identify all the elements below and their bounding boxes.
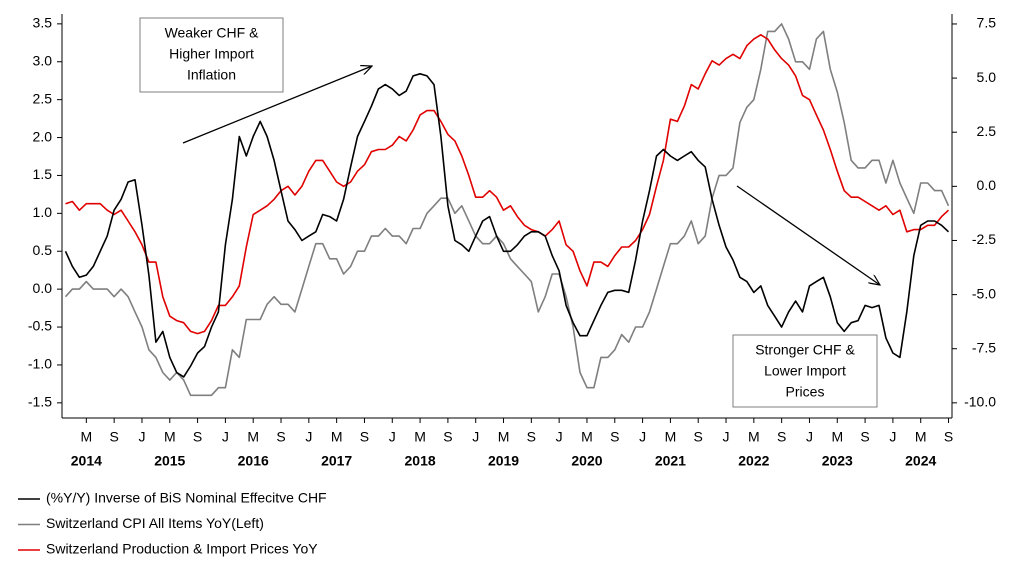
y-tick-label: 0.5	[33, 242, 53, 258]
x-tick-label: J	[305, 429, 312, 445]
y2-tick-label: -5.0	[972, 285, 996, 301]
x-tick-label: M	[581, 429, 593, 445]
x-tick-label: M	[247, 429, 259, 445]
x-group-label: 2017	[321, 453, 352, 469]
x-tick-label: J	[472, 429, 479, 445]
x-tick-label: S	[944, 429, 953, 445]
legend-label: Switzerland Production & Import Prices Y…	[46, 541, 318, 557]
series-line	[65, 34, 950, 335]
x-tick-label: S	[109, 429, 118, 445]
y-tick-label: 2.0	[33, 128, 53, 144]
x-tick-label: J	[556, 429, 563, 445]
x-group-label: 2015	[154, 453, 185, 469]
x-tick-label: S	[443, 429, 452, 445]
y2-tick-label: 2.5	[977, 123, 997, 139]
annotation-text: Higher Import	[169, 46, 254, 62]
x-group-label: 2018	[405, 453, 436, 469]
annotation-text: Prices	[786, 384, 825, 400]
y2-tick-label: 0.0	[977, 177, 997, 193]
annotation-text: Lower Import	[764, 363, 846, 379]
series-line	[64, 73, 950, 378]
x-tick-label: M	[665, 429, 677, 445]
legend-label: Switzerland CPI All Items YoY(Left)	[46, 515, 264, 531]
x-tick-label: M	[831, 429, 843, 445]
x-tick-label: M	[414, 429, 426, 445]
x-tick-label: S	[610, 429, 619, 445]
x-tick-label: M	[331, 429, 343, 445]
y-tick-label: 0.0	[33, 280, 53, 296]
y-tick-label: -0.5	[28, 318, 52, 334]
x-tick-label: J	[138, 429, 145, 445]
y-tick-label: -1.5	[28, 394, 52, 410]
x-tick-label: J	[639, 429, 646, 445]
x-tick-label: M	[81, 429, 93, 445]
x-tick-label: S	[527, 429, 536, 445]
annotation-text: Weaker CHF &	[165, 25, 260, 41]
x-tick-label: M	[164, 429, 176, 445]
x-tick-label: J	[389, 429, 396, 445]
annotation-box	[139, 17, 284, 93]
x-group-label: 2020	[571, 453, 602, 469]
x-group-label: 2022	[738, 453, 769, 469]
annotation-text: Stronger CHF &	[755, 342, 855, 358]
x-tick-label: S	[694, 429, 703, 445]
x-tick-label: M	[498, 429, 510, 445]
y-tick-label: 3.0	[33, 52, 53, 68]
y2-tick-label: 5.0	[977, 69, 997, 85]
x-tick-label: M	[748, 429, 760, 445]
x-tick-label: S	[860, 429, 869, 445]
x-tick-label: M	[915, 429, 927, 445]
annotation-arrow	[182, 66, 372, 144]
x-tick-label: J	[889, 429, 896, 445]
x-group-label: 2016	[238, 453, 269, 469]
x-tick-label: S	[777, 429, 786, 445]
annotation-text: Inflation	[187, 67, 236, 83]
x-tick-label: S	[276, 429, 285, 445]
y-tick-label: 2.5	[33, 90, 53, 106]
x-group-label: 2019	[488, 453, 519, 469]
y-tick-label: 3.5	[33, 15, 53, 31]
y2-tick-label: -10.0	[964, 394, 996, 410]
x-group-label: 2021	[655, 453, 686, 469]
x-group-label: 2024	[905, 453, 936, 469]
y-tick-label: 1.0	[33, 204, 53, 220]
x-tick-label: J	[723, 429, 730, 445]
x-tick-label: J	[222, 429, 229, 445]
x-group-label: 2023	[822, 453, 853, 469]
x-group-label: 2014	[71, 453, 102, 469]
annotation-arrow	[736, 185, 880, 285]
y2-tick-label: -7.5	[972, 339, 996, 355]
legend-label: (%Y/Y) Inverse of BiS Nominal Effecitve …	[46, 490, 327, 506]
y-tick-label: -1.0	[28, 356, 52, 372]
y2-tick-label: -2.5	[972, 231, 996, 247]
x-tick-label: J	[806, 429, 813, 445]
y-tick-label: 1.5	[33, 166, 53, 182]
annotation-box	[732, 334, 878, 408]
y2-tick-label: 7.5	[977, 15, 997, 31]
x-tick-label: S	[193, 429, 202, 445]
x-tick-label: S	[360, 429, 369, 445]
